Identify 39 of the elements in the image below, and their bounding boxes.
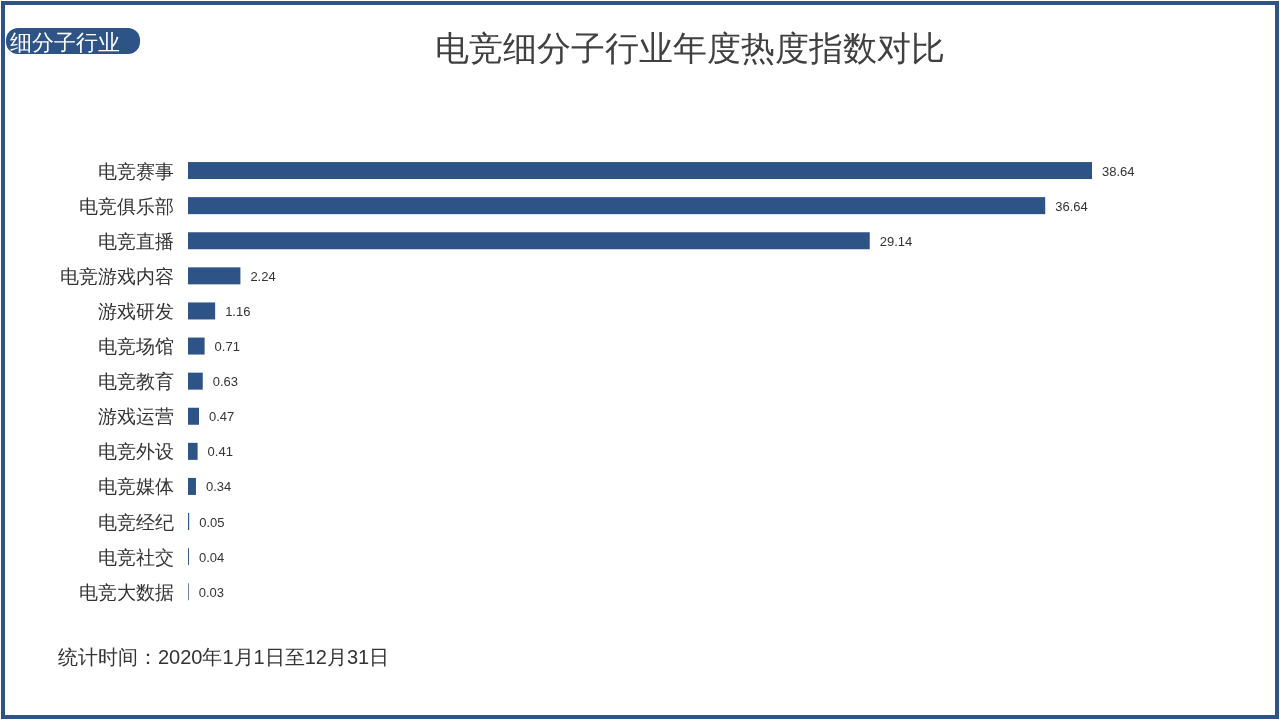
text: 细分子行业 xyxy=(10,30,120,55)
bar xyxy=(188,197,1046,215)
y-tick-label: 电竞游戏内容 xyxy=(60,265,174,287)
y-tick-label: 电竞社交 xyxy=(98,546,174,568)
bar xyxy=(188,267,241,285)
y-tick-label: 游戏运营 xyxy=(98,406,174,428)
y-tick-label: 电竞直播 xyxy=(98,230,174,252)
data-label: 1.16 xyxy=(225,303,251,319)
y-tick-label: 电竞经纪 xyxy=(98,511,174,533)
data-label: 0.71 xyxy=(214,339,240,355)
text: 统计时间：2020年1月1日至12月31日 xyxy=(58,646,390,668)
data-label: 0.41 xyxy=(207,444,233,460)
data-label: 0.63 xyxy=(212,374,239,390)
data-label: 0.47 xyxy=(209,409,235,425)
bar xyxy=(188,232,870,250)
data-label: 0.04 xyxy=(198,549,225,565)
bar xyxy=(188,337,205,355)
y-tick-label: 电竞大数据 xyxy=(79,581,174,603)
y-tick-label: 电竞教育 xyxy=(98,371,174,393)
y-tick-label: 电竞场馆 xyxy=(98,336,174,358)
y-tick-label: 电竞媒体 xyxy=(98,476,174,498)
y-tick-label: 电竞外设 xyxy=(98,441,174,463)
y-tick-label: 电竞赛事 xyxy=(98,160,174,182)
bar xyxy=(188,442,198,460)
bar xyxy=(188,372,203,390)
data-label: 0.34 xyxy=(205,479,232,495)
data-label: 29.14 xyxy=(879,233,913,249)
data-label: 0.05 xyxy=(199,514,225,530)
bar xyxy=(188,477,196,495)
y-tick-label: 游戏研发 xyxy=(98,300,174,322)
chart-title: 电竞细分子行业年度热度指数对比 xyxy=(435,29,945,67)
bar xyxy=(188,162,1092,180)
bar xyxy=(188,302,216,320)
bar xyxy=(188,407,199,425)
data-label: 0.03 xyxy=(198,584,225,600)
data-label: 38.64 xyxy=(1102,163,1135,179)
data-label: 36.64 xyxy=(1055,198,1088,214)
data-label: 2.24 xyxy=(250,268,276,284)
y-tick-label: 电竞俱乐部 xyxy=(79,195,174,217)
